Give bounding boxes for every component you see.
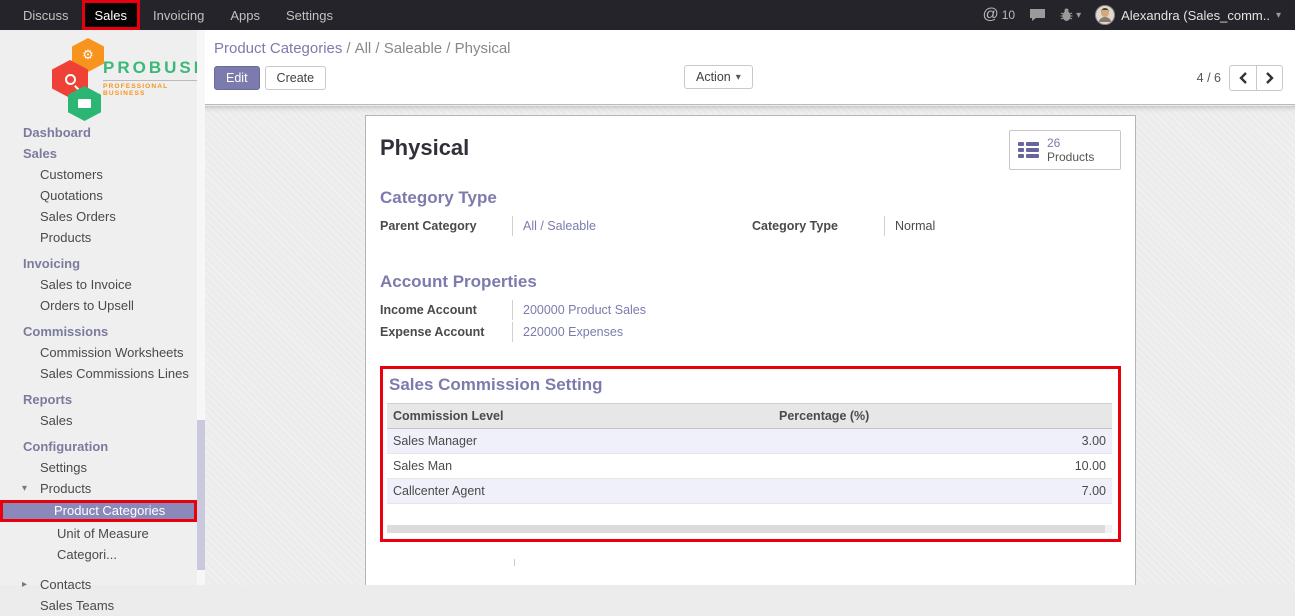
- action-dropdown-button[interactable]: Action ▾: [684, 65, 753, 89]
- debug-caret-icon: ▾: [1076, 9, 1082, 21]
- stat-count: 26: [1047, 136, 1061, 150]
- sidebar-item-sales-orders[interactable]: Sales Orders: [40, 209, 116, 224]
- pager: 4 / 6: [1197, 65, 1283, 91]
- record-sheet: Physical 26 Products Category Type Paren…: [365, 115, 1136, 585]
- pager-value: 4 / 6: [1196, 71, 1221, 85]
- sidebar-item-sales[interactable]: Sales: [23, 146, 57, 161]
- sidebar-menu: Dashboard Sales Customers Quotations Sal…: [0, 122, 205, 616]
- edit-button[interactable]: Edit: [214, 66, 260, 90]
- user-menu[interactable]: Alexandra (Sales_comm.. ▾: [1095, 5, 1281, 25]
- section-heading-category-type: Category Type: [380, 188, 497, 207]
- action-caret-icon: ▾: [735, 71, 741, 83]
- nav-right: @ 10 ▾ Alexandra (Sales_comm.. ▾: [982, 0, 1295, 30]
- mention-count: 10: [1001, 8, 1016, 22]
- messages-icon[interactable]: [1029, 8, 1046, 22]
- field-value-income-account[interactable]: 200000 Product Sales: [512, 300, 1112, 320]
- sidebar-item-sales-commissions-lines[interactable]: Sales Commissions Lines: [40, 366, 189, 381]
- pager-next-button[interactable]: [1256, 65, 1283, 91]
- field-value-category-type: Normal: [884, 216, 1121, 236]
- sidebar-item-sales-to-invoice[interactable]: Sales to Invoice: [40, 277, 132, 292]
- user-name: Alexandra (Sales_comm..: [1121, 7, 1270, 23]
- table-horizontal-scrollbar[interactable]: [387, 525, 1112, 533]
- mentions-counter[interactable]: @ 10: [982, 6, 1015, 24]
- sidebar-item-quotations[interactable]: Quotations: [40, 188, 103, 203]
- field-label-income-account: Income Account: [380, 303, 477, 317]
- sidebar-item-uom-categories[interactable]: Unit of Measure Categori...: [57, 526, 149, 562]
- nav-menu: Discuss Sales Invoicing Apps Settings: [0, 0, 346, 30]
- table-row[interactable]: Sales Man 10.00: [387, 453, 1112, 479]
- column-header-commission-level[interactable]: Commission Level: [387, 403, 773, 429]
- logo-title: PROBUSE: [103, 58, 209, 77]
- sidebar-item-product-categories[interactable]: Product Categories: [3, 503, 194, 519]
- field-label-parent-category: Parent Category: [380, 219, 477, 233]
- products-stat-button[interactable]: 26 Products: [1009, 130, 1121, 170]
- nav-item-sales[interactable]: Sales: [81, 0, 141, 30]
- cell-percentage: 3.00: [773, 428, 1112, 454]
- sidebar-item-settings[interactable]: Settings: [40, 460, 87, 475]
- user-caret-icon: ▾: [1275, 9, 1281, 21]
- probuse-logo: ⚙ PROBUSE PROFESSIONAL BUSINESS: [0, 30, 209, 121]
- cell-percentage: 7.00: [773, 478, 1112, 504]
- commission-table: Commission Level Percentage (%) Sales Ma…: [387, 403, 1112, 504]
- sidebar-section-reports[interactable]: Reports: [23, 392, 73, 407]
- sidebar-item-dashboard[interactable]: Dashboard: [23, 125, 91, 140]
- section-heading-account-properties: Account Properties: [380, 272, 537, 291]
- sidebar-item-customers[interactable]: Customers: [40, 167, 103, 182]
- sidebar: ⚙ PROBUSE PROFESSIONAL BUSINESS Dashboar…: [0, 30, 209, 613]
- field-label-expense-account: Expense Account: [380, 325, 485, 339]
- sidebar-item-commission-worksheets[interactable]: Commission Worksheets: [40, 345, 184, 360]
- table-row[interactable]: Sales Manager 3.00: [387, 428, 1112, 454]
- annotation-box-commission: Sales Commission Setting Commission Leve…: [380, 366, 1121, 542]
- pager-previous-button[interactable]: [1229, 65, 1256, 91]
- sidebar-item-sales-teams[interactable]: Sales Teams: [40, 598, 115, 613]
- chevron-left-icon: [1238, 72, 1247, 84]
- sidebar-item-products[interactable]: Products: [40, 230, 92, 245]
- avatar: [1095, 5, 1116, 25]
- sidebar-scrollbar[interactable]: [197, 30, 205, 585]
- table-row[interactable]: Callcenter Agent 7.00: [387, 478, 1112, 504]
- breadcrumb: Product Categories / All / Saleable / Phys…: [205, 30, 1295, 57]
- stat-label: Products: [1047, 150, 1095, 164]
- create-button[interactable]: Create: [264, 66, 327, 90]
- at-icon: @: [982, 6, 999, 23]
- scrollbar-thumb[interactable]: [387, 525, 1105, 533]
- breadcrumb-current: All / Saleable / Physical: [354, 40, 511, 57]
- logo-board-hex-icon: [68, 86, 101, 121]
- sidebar-item-config-products[interactable]: ▾ Products: [0, 478, 205, 499]
- sidebar-item-orders-to-upsell[interactable]: Orders to Upsell: [40, 298, 134, 313]
- field-separator: [514, 559, 515, 566]
- cell-level: Sales Manager: [387, 428, 773, 454]
- cell-level: Callcenter Agent: [387, 478, 773, 504]
- nav-item-apps[interactable]: Apps: [230, 7, 260, 23]
- breadcrumb-separator: /: [346, 40, 351, 57]
- chevron-right-icon: [1266, 72, 1274, 84]
- sidebar-section-commissions[interactable]: Commissions: [23, 324, 109, 339]
- sidebar-scrollbar-thumb[interactable]: [197, 420, 205, 570]
- nav-item-invoicing[interactable]: Invoicing: [153, 7, 205, 23]
- nav-item-settings[interactable]: Settings: [286, 7, 333, 23]
- page-title: Physical: [380, 135, 470, 160]
- sidebar-section-configuration[interactable]: Configuration: [23, 439, 109, 454]
- nav-item-discuss[interactable]: Discuss: [23, 7, 69, 23]
- main-area: Physical 26 Products Category Type Paren…: [205, 106, 1295, 585]
- cell-percentage: 10.00: [773, 453, 1112, 479]
- action-label: Action: [696, 70, 731, 84]
- top-nav: Discuss Sales Invoicing Apps Settings @ …: [0, 0, 1295, 30]
- sidebar-item-config-products-label: Products: [40, 481, 92, 496]
- control-panel: Product Categories / All / Saleable / Phys…: [205, 30, 1295, 105]
- field-value-expense-account[interactable]: 220000 Expenses: [512, 322, 1112, 342]
- cell-level: Sales Man: [387, 453, 773, 479]
- annotation-box-product-categories: Product Categories: [0, 500, 197, 522]
- sidebar-item-reports-sales[interactable]: Sales: [40, 413, 73, 428]
- debug-icon[interactable]: ▾: [1060, 8, 1081, 22]
- field-value-parent-category[interactable]: All / Saleable: [512, 216, 752, 236]
- column-header-percentage[interactable]: Percentage (%): [773, 403, 1112, 429]
- field-label-category-type: Category Type: [752, 219, 838, 233]
- section-heading-sales-commission: Sales Commission Setting: [389, 375, 603, 394]
- logo-subtitle: PROFESSIONAL BUSINESS: [103, 80, 209, 97]
- chevron-down-icon: ▾: [22, 483, 28, 494]
- breadcrumb-link[interactable]: Product Categories: [214, 40, 343, 57]
- sidebar-section-invoicing[interactable]: Invoicing: [23, 256, 81, 271]
- list-icon: [1018, 142, 1039, 158]
